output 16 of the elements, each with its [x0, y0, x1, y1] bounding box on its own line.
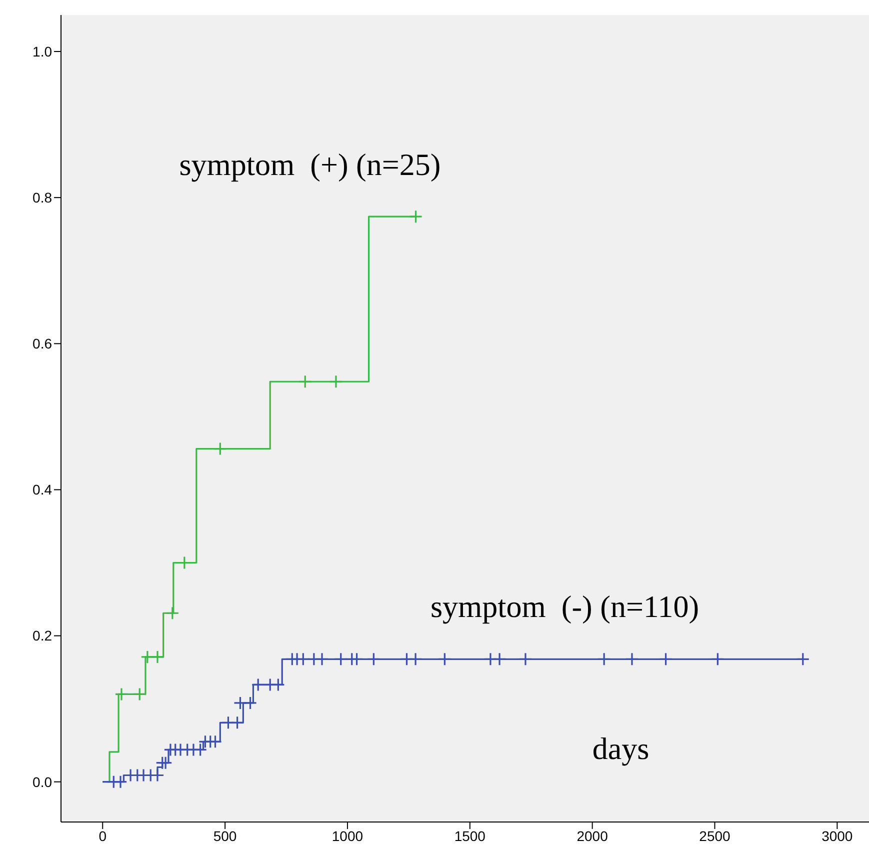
x-tick-label: 2000 — [576, 828, 608, 844]
y-tick-label: 0.8 — [32, 190, 52, 206]
x-axis-title: days — [592, 730, 650, 767]
series-label: symptom (+) (n=25) — [179, 146, 441, 183]
x-tick-label: 500 — [213, 828, 237, 844]
x-tick-label: 1500 — [454, 828, 486, 844]
y-tick-label: 0.6 — [32, 336, 52, 352]
y-tick-label: 0.0 — [32, 774, 52, 790]
y-tick-label: 0.4 — [32, 482, 52, 498]
x-tick-label: 1000 — [332, 828, 364, 844]
x-tick-label: 2500 — [699, 828, 731, 844]
x-tick-label: 3000 — [822, 828, 853, 844]
series-label: symptom (-) (n=110) — [430, 589, 700, 626]
y-tick-label: 1.0 — [32, 43, 52, 60]
x-tick-label: 0 — [98, 828, 107, 844]
y-tick-label: 0.2 — [32, 628, 52, 644]
